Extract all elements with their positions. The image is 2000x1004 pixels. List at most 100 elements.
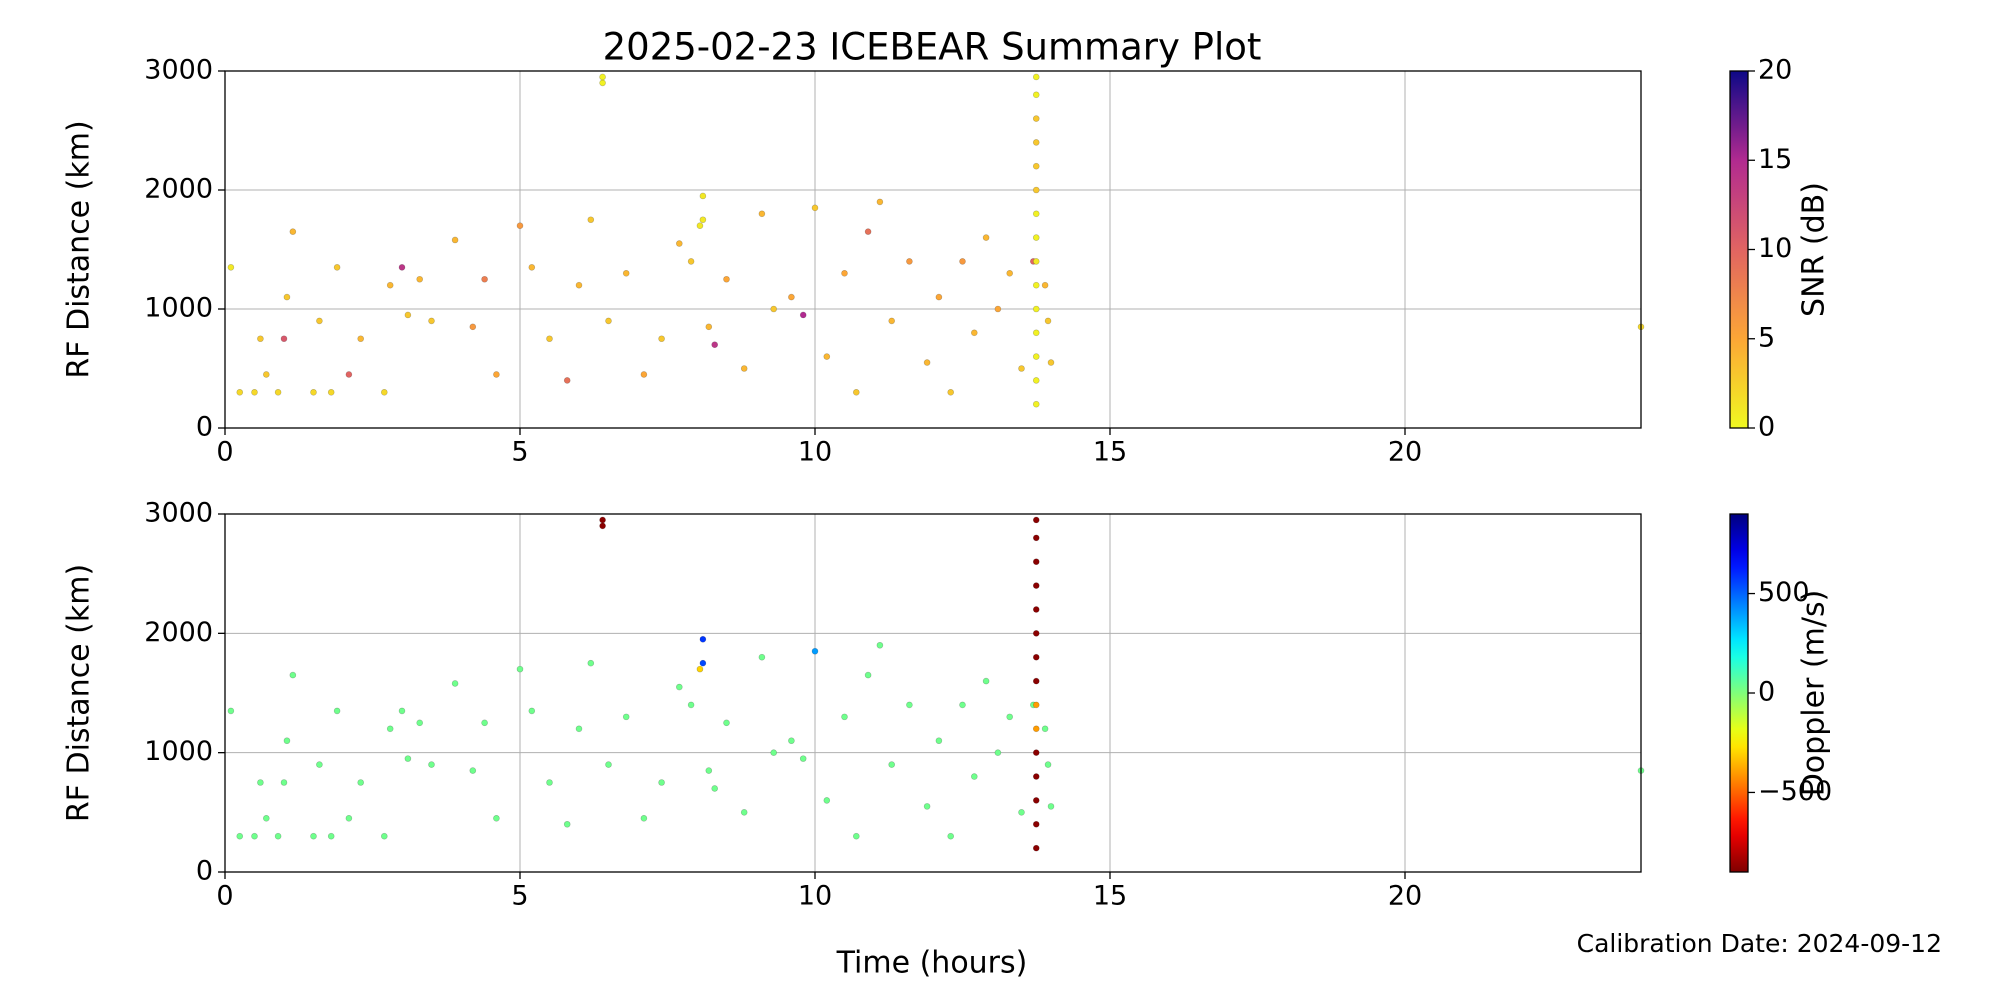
scatter-point <box>428 317 435 325</box>
scatter-point <box>970 773 978 780</box>
scatter-point <box>959 258 966 265</box>
colorbar-tick-label: 5 <box>1758 322 1775 353</box>
scatter-point <box>345 814 353 822</box>
scatter-point <box>640 371 648 378</box>
scatter-point <box>1032 725 1040 733</box>
scatter-point <box>711 341 719 349</box>
scatter-point <box>481 719 488 727</box>
colorbar-tick-label: −500 <box>1758 776 1832 807</box>
scatter-point <box>274 832 282 840</box>
scatter-point <box>289 671 297 679</box>
y-axis-label: RF Distance (km) <box>62 120 97 378</box>
y-tick-label: 2000 <box>144 617 213 648</box>
scatter-point <box>982 677 990 685</box>
scatter-point <box>1032 115 1040 122</box>
scatter-point <box>1006 269 1014 277</box>
scatter-point <box>696 222 704 229</box>
scatter-point <box>923 359 931 366</box>
scatter-point <box>711 785 719 792</box>
scatter-point <box>516 665 524 673</box>
scatter-point <box>1032 353 1040 360</box>
scatter-point <box>770 305 778 313</box>
scatter-point <box>1032 516 1040 524</box>
scatter-point <box>546 335 553 343</box>
scatter-point <box>1032 797 1040 804</box>
scatter-point <box>622 713 630 721</box>
scatter-point <box>1032 400 1040 408</box>
scatter-point <box>770 749 778 756</box>
plot-frame <box>224 70 1642 429</box>
scatter-point <box>236 832 244 840</box>
scatter-point <box>888 317 896 325</box>
x-tick-label: 10 <box>798 881 832 912</box>
scatter-point <box>1032 73 1040 81</box>
x-tick-label: 10 <box>798 437 832 468</box>
scatter-point <box>469 767 477 774</box>
scatter-point <box>236 388 244 396</box>
scatter-point <box>675 240 683 247</box>
scatter-point <box>1044 761 1052 768</box>
scatter-point <box>333 707 341 715</box>
scatter-point <box>1018 809 1025 816</box>
scatter-point <box>699 192 707 200</box>
scatter-point <box>357 779 365 786</box>
colorbar-tick-label: 0 <box>1758 677 1775 708</box>
scatter-point <box>289 228 297 235</box>
scatter-point <box>280 335 288 343</box>
scatter-point <box>1032 162 1040 170</box>
scatter-point <box>1032 281 1040 289</box>
scatter-point <box>1032 630 1040 637</box>
scatter-point <box>1047 359 1055 366</box>
scatter-point <box>906 701 913 709</box>
scatter-point <box>528 264 536 271</box>
colorbar-tick-label: 500 <box>1758 577 1810 608</box>
calibration-note: Calibration Date: 2024-09-12 <box>1577 929 1942 958</box>
colorbar-label: Doppler (m/s) <box>1797 590 1832 797</box>
scatter-point <box>1041 725 1049 733</box>
scatter-point <box>658 335 665 343</box>
scatter-point <box>811 647 819 655</box>
scatter-point <box>699 216 707 224</box>
scatter-point <box>740 809 748 816</box>
scatter-point <box>888 761 896 768</box>
scatter-point <box>1032 606 1040 613</box>
scatter-point <box>605 317 612 325</box>
colorbar <box>1729 70 1749 429</box>
scatter-point <box>687 258 695 265</box>
scatter-point <box>994 305 1002 313</box>
x-tick-label: 0 <box>216 437 233 468</box>
scatter-point <box>333 264 341 271</box>
scatter-point <box>493 371 500 378</box>
scatter-point <box>546 779 553 786</box>
scatter-point <box>864 671 872 679</box>
scatter-point <box>357 335 365 343</box>
scatter-point <box>959 701 966 709</box>
scatter-point <box>398 707 406 715</box>
scatter-point <box>280 779 288 786</box>
scatter-point <box>516 222 524 229</box>
scatter-point <box>416 719 424 727</box>
scatter-point <box>811 204 819 212</box>
scatter-point <box>970 329 978 337</box>
scatter-point <box>1032 305 1040 313</box>
plot-frame <box>224 513 1642 873</box>
colorbar-tick-label: 20 <box>1758 55 1792 86</box>
scatter-point <box>1032 701 1040 709</box>
scatter-point <box>262 371 270 378</box>
x-tick-label: 15 <box>1093 437 1127 468</box>
scatter-point <box>404 755 412 762</box>
scatter-point <box>864 228 872 235</box>
scatter-point <box>428 761 435 768</box>
colorbar <box>1729 513 1749 873</box>
scatter-point <box>1032 773 1040 780</box>
scatter-point <box>1032 91 1040 99</box>
x-tick-label: 5 <box>511 881 528 912</box>
scatter-point <box>493 814 500 822</box>
scatter-point <box>841 269 848 277</box>
scatter-point <box>451 236 459 244</box>
scatter-point <box>687 701 695 709</box>
scatter-point <box>251 388 258 396</box>
colorbar-tick-label: 0 <box>1758 412 1775 443</box>
scatter-point <box>675 683 683 691</box>
